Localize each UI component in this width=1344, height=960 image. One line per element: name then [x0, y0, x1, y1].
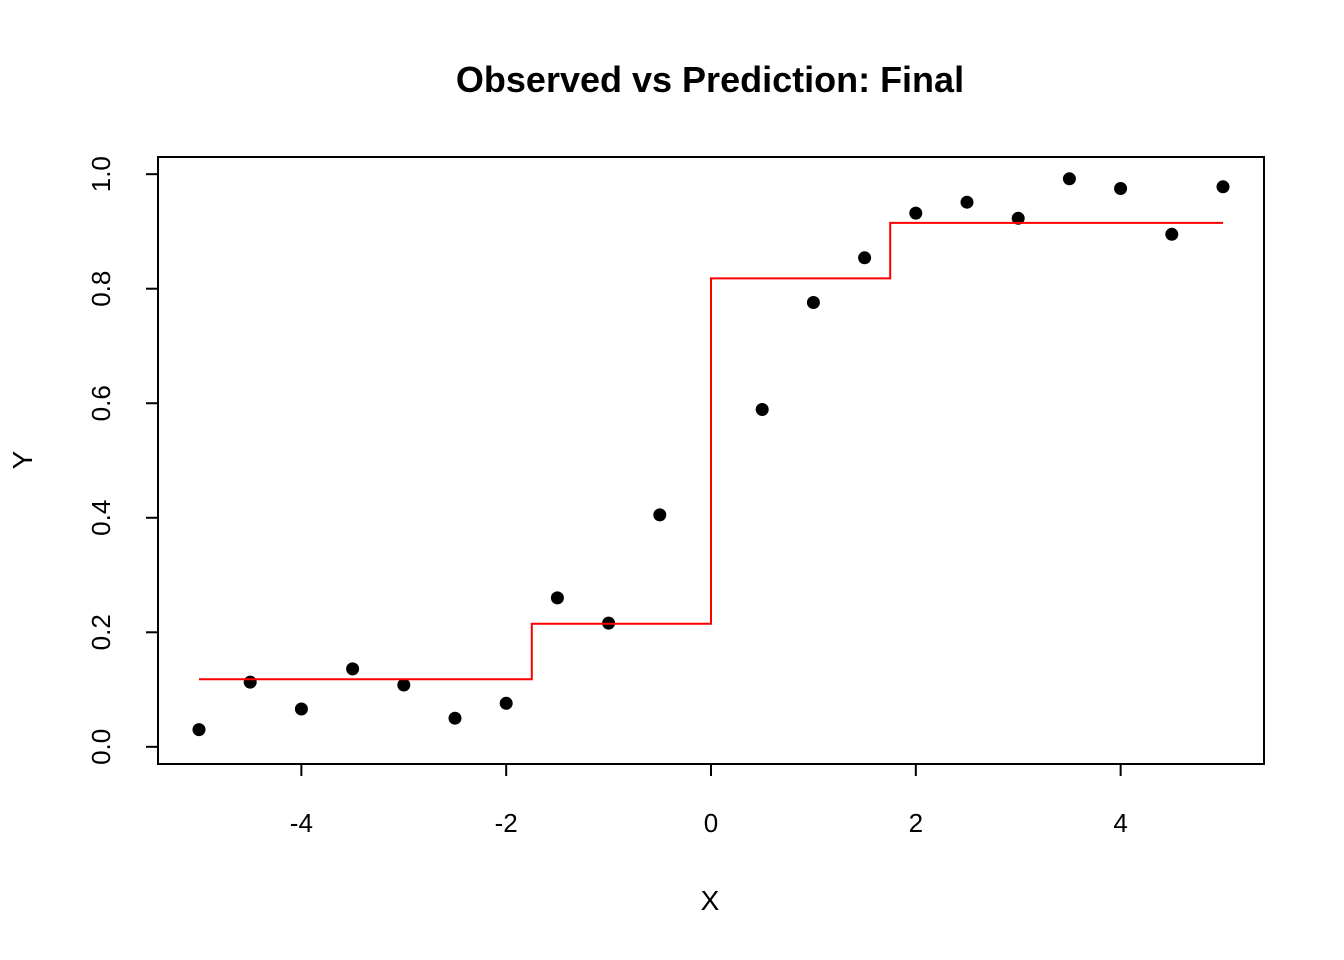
y-axis: 0.0 0.2 0.4 0.6 0.8 1.0: [86, 156, 158, 765]
series-layer: [192, 172, 1230, 737]
data-point: [346, 662, 360, 676]
data-point: [243, 675, 257, 689]
data-point: [448, 711, 462, 725]
data-point: [550, 591, 564, 605]
data-point: [1062, 172, 1076, 186]
x-tick-label: 0: [704, 808, 718, 838]
y-tick-label: 0.4: [86, 500, 116, 536]
data-point: [1114, 182, 1128, 195]
data-point: [653, 508, 667, 522]
data-point: [397, 678, 411, 692]
data-point: [909, 206, 923, 220]
data-point: [806, 296, 820, 309]
chart-title: Observed vs Prediction: Final: [456, 59, 964, 100]
x-tick-label: 4: [1113, 808, 1127, 838]
y-tick-label: 0.0: [86, 729, 116, 765]
x-tick-label: -4: [290, 808, 313, 838]
data-point: [192, 723, 206, 737]
y-axis-label: Y: [7, 450, 38, 469]
data-point: [294, 702, 308, 716]
x-axis: -4 -2 0 2 4: [290, 764, 1128, 838]
y-tick-label: 0.8: [86, 271, 116, 307]
data-point: [960, 195, 974, 209]
data-point: [1165, 227, 1179, 241]
x-tick-label: 2: [909, 808, 923, 838]
y-tick-label: 1.0: [86, 156, 116, 192]
data-point: [499, 696, 513, 710]
data-point: [858, 251, 872, 265]
prediction-step-line: [199, 221, 1223, 681]
x-tick-label: -2: [495, 808, 518, 838]
data-point: [1216, 180, 1230, 194]
data-point: [755, 403, 769, 416]
x-axis-label: X: [701, 885, 720, 916]
y-tick-label: 0.2: [86, 614, 116, 650]
y-tick-label: 0.6: [86, 385, 116, 421]
data-point: [1011, 211, 1025, 225]
